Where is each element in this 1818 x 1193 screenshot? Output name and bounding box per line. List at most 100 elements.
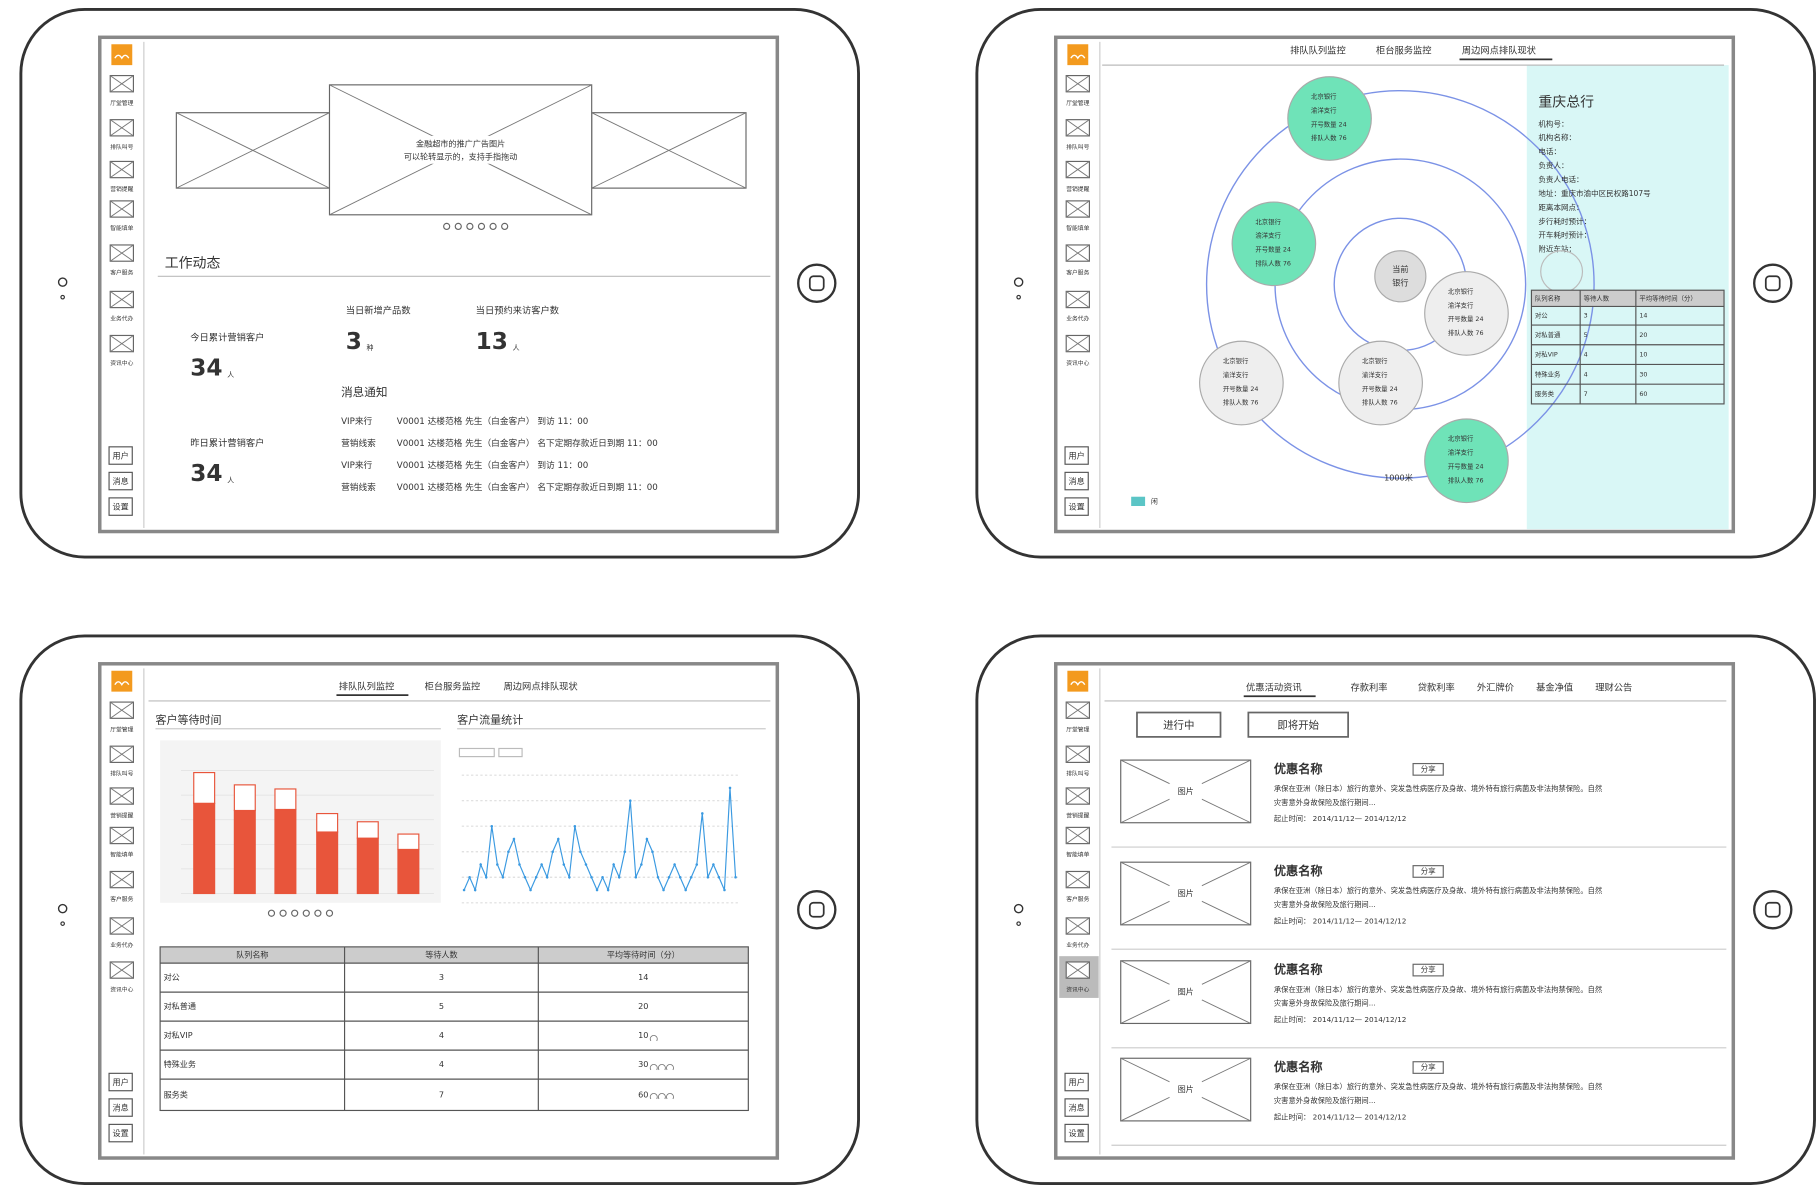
- bottom-label[interactable]: 消息: [113, 476, 129, 486]
- bottom-button[interactable]: [108, 446, 133, 465]
- carousel-dot[interactable]: [477, 222, 486, 230]
- tab[interactable]: 基金净值: [1536, 682, 1573, 694]
- menu-label[interactable]: 资讯中心: [1066, 985, 1089, 993]
- menu-label[interactable]: 排队叫号: [110, 770, 133, 778]
- carousel-dot[interactable]: [489, 222, 497, 230]
- bottom-label[interactable]: 用户: [1069, 451, 1085, 461]
- menu-label[interactable]: 排队叫号: [110, 143, 133, 151]
- share-button[interactable]: [1412, 963, 1444, 977]
- carousel-dot[interactable]: [314, 909, 322, 917]
- carousel-dot[interactable]: [291, 909, 299, 917]
- tab[interactable]: 周边网点排队现状: [504, 680, 578, 692]
- bottom-button[interactable]: [1064, 497, 1089, 516]
- menu-label[interactable]: 智能填单: [1066, 851, 1089, 859]
- tab[interactable]: 存款利率: [1350, 682, 1387, 694]
- menu-label[interactable]: 客户服务: [1066, 895, 1089, 903]
- bottom-button[interactable]: [1064, 1123, 1089, 1143]
- tab[interactable]: 排队队列监控: [339, 680, 395, 692]
- menu-label[interactable]: 资讯中心: [110, 985, 133, 993]
- menu-label[interactable]: 厅堂管理: [110, 725, 133, 733]
- menu-label[interactable]: 业务代办: [110, 941, 133, 949]
- carousel-dot[interactable]: [267, 909, 276, 917]
- branch-bubble[interactable]: [1424, 418, 1509, 504]
- menu-label[interactable]: 智能填单: [110, 224, 133, 232]
- bottom-label[interactable]: 用户: [113, 451, 129, 461]
- bottom-button[interactable]: [108, 497, 133, 516]
- menu-label[interactable]: 资讯中心: [1066, 359, 1089, 367]
- menu-label[interactable]: 客户服务: [1066, 268, 1089, 276]
- carousel-dot[interactable]: [501, 222, 509, 230]
- menu-label[interactable]: 排队叫号: [1066, 770, 1089, 778]
- bottom-button[interactable]: [108, 1072, 133, 1092]
- branch-bubble[interactable]: [1231, 201, 1317, 287]
- branch-bubble[interactable]: [1424, 271, 1509, 356]
- bottom-label[interactable]: 设置: [1069, 1128, 1085, 1138]
- bottom-label[interactable]: 消息: [113, 1103, 129, 1113]
- branch-bubble[interactable]: [1287, 76, 1372, 161]
- bottom-button[interactable]: [1064, 1072, 1089, 1092]
- share-button[interactable]: [1412, 1061, 1444, 1074]
- share-button[interactable]: [1412, 762, 1444, 776]
- bottom-button[interactable]: [1064, 446, 1089, 465]
- menu-label[interactable]: 智能填单: [110, 851, 133, 859]
- bottom-label[interactable]: 设置: [113, 502, 129, 512]
- bottom-button[interactable]: [1064, 471, 1089, 491]
- carousel-dot[interactable]: [302, 909, 310, 917]
- filter-button[interactable]: [1247, 711, 1349, 738]
- bottom-label[interactable]: 设置: [1069, 502, 1085, 512]
- filter-button[interactable]: [1136, 711, 1222, 738]
- tab[interactable]: 外汇牌价: [1477, 682, 1514, 694]
- carousel-dot[interactable]: [279, 909, 287, 917]
- share-label[interactable]: 分享: [1421, 763, 1437, 773]
- carousel-dot[interactable]: [325, 909, 334, 917]
- menu-label[interactable]: 厅堂管理: [1066, 725, 1089, 733]
- menu-label[interactable]: 客户服务: [110, 895, 133, 903]
- menu-label[interactable]: 营销提醒: [110, 811, 133, 819]
- home-button[interactable]: [797, 890, 837, 930]
- home-button[interactable]: [1753, 263, 1793, 303]
- chart-control[interactable]: [498, 747, 523, 758]
- share-button[interactable]: [1412, 865, 1444, 878]
- tab[interactable]: 柜台服务监控: [425, 680, 481, 692]
- bottom-button[interactable]: [108, 471, 133, 491]
- tab[interactable]: 优惠活动资讯: [1246, 682, 1302, 694]
- tab[interactable]: 排队队列监控: [1290, 45, 1346, 57]
- chart-control[interactable]: [458, 747, 495, 758]
- tab[interactable]: 周边网点排队现状: [1462, 45, 1536, 57]
- filter-label[interactable]: 即将开始: [1277, 718, 1319, 731]
- menu-label[interactable]: 业务代办: [1066, 315, 1089, 323]
- bottom-label[interactable]: 消息: [1069, 1103, 1085, 1113]
- share-label[interactable]: 分享: [1421, 964, 1437, 974]
- menu-label[interactable]: 业务代办: [1066, 941, 1089, 949]
- menu-label[interactable]: 厅堂管理: [1066, 99, 1089, 107]
- menu-label[interactable]: 厅堂管理: [110, 99, 133, 107]
- branch-bubble[interactable]: [1338, 340, 1423, 426]
- menu-label[interactable]: 智能填单: [1066, 224, 1089, 232]
- menu-label[interactable]: 营销提醒: [110, 185, 133, 193]
- menu-label[interactable]: 资讯中心: [110, 359, 133, 367]
- bottom-button[interactable]: [1064, 1098, 1089, 1117]
- carousel-dot[interactable]: [454, 222, 462, 230]
- bottom-button[interactable]: [108, 1123, 133, 1143]
- tab[interactable]: 理财公告: [1595, 682, 1632, 694]
- menu-label[interactable]: 客户服务: [110, 268, 133, 276]
- menu-label[interactable]: 营销提醒: [1066, 185, 1089, 193]
- menu-label[interactable]: 营销提醒: [1066, 811, 1089, 819]
- bottom-label[interactable]: 设置: [113, 1128, 129, 1138]
- home-button[interactable]: [797, 263, 837, 303]
- filter-label[interactable]: 进行中: [1163, 718, 1194, 731]
- bottom-label[interactable]: 用户: [113, 1077, 129, 1087]
- carousel-dot[interactable]: [466, 222, 474, 230]
- branch-bubble[interactable]: [1199, 340, 1284, 426]
- share-label[interactable]: 分享: [1421, 865, 1437, 875]
- tab[interactable]: 贷款利率: [1418, 682, 1455, 694]
- carousel-dot[interactable]: [443, 222, 451, 230]
- bottom-button[interactable]: [108, 1098, 133, 1117]
- bottom-label[interactable]: 消息: [1069, 476, 1085, 486]
- bottom-label[interactable]: 用户: [1069, 1077, 1085, 1087]
- tab[interactable]: 柜台服务监控: [1376, 45, 1432, 57]
- menu-label[interactable]: 排队叫号: [1066, 143, 1089, 151]
- menu-label[interactable]: 业务代办: [110, 315, 133, 323]
- home-button[interactable]: [1753, 890, 1793, 930]
- share-label[interactable]: 分享: [1421, 1062, 1437, 1072]
